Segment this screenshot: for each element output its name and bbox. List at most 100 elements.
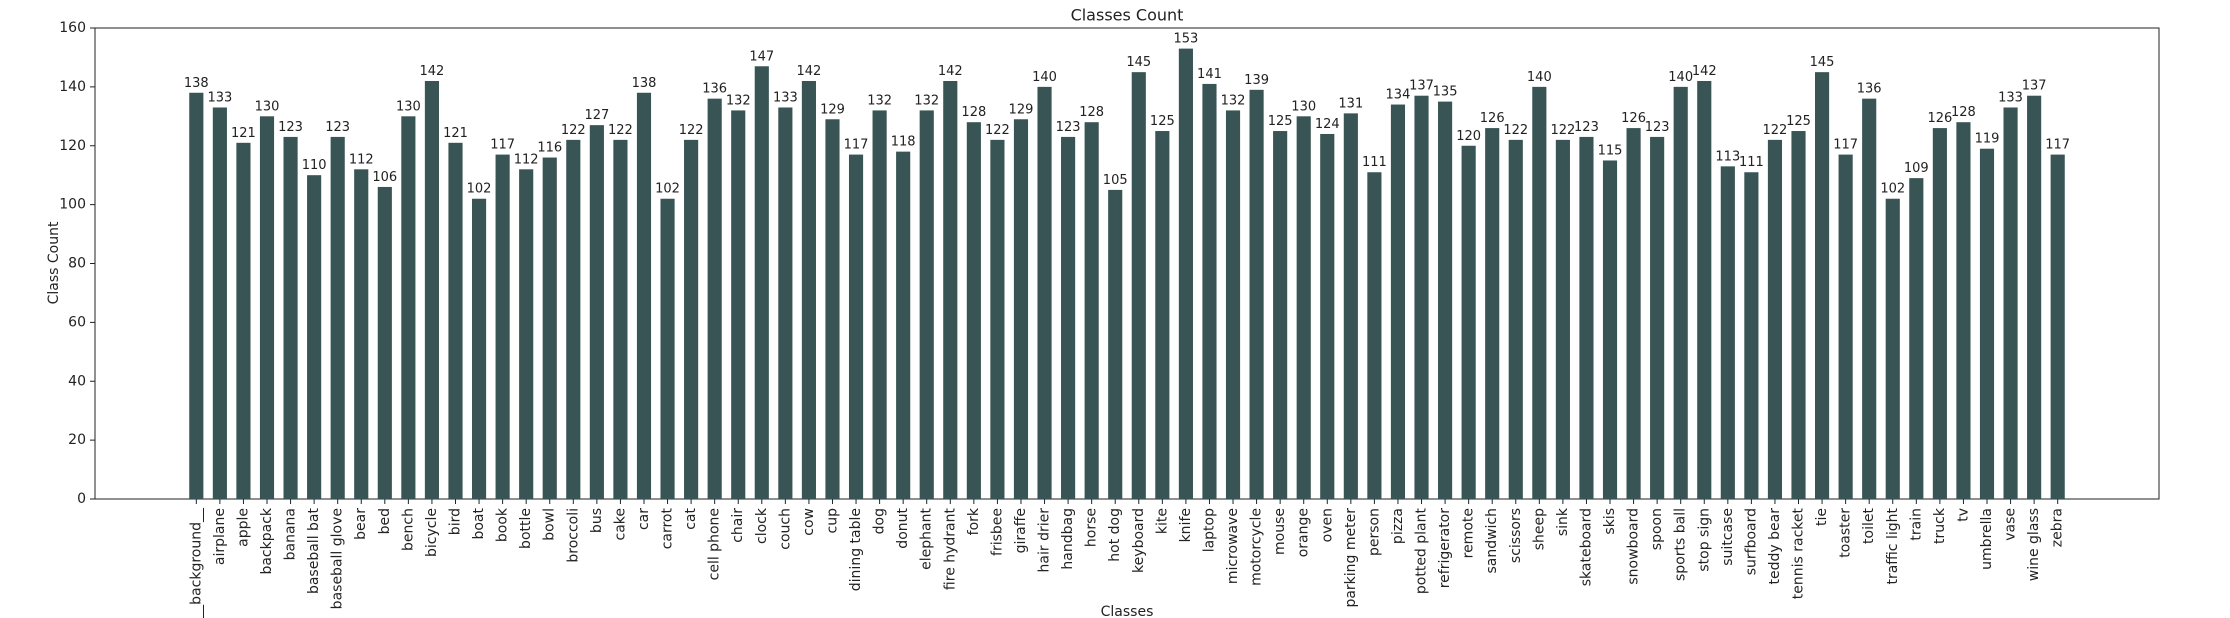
value-label: 122: [608, 123, 633, 138]
value-label: 137: [2022, 79, 2047, 94]
x-axis-label: Classes: [1101, 604, 1154, 618]
x-tick-label: teddy bear: [1767, 508, 1783, 585]
bar: [1414, 95, 1429, 500]
x-tick-label: stop sign: [1696, 508, 1712, 572]
value-label: 102: [655, 182, 680, 197]
x-tick-label: bench: [400, 508, 416, 551]
value-label: 122: [561, 123, 586, 138]
bar: [1979, 148, 1995, 499]
value-label: 131: [1338, 96, 1363, 111]
x-tick-label: wine glass: [2026, 508, 2042, 581]
bar: [731, 110, 746, 500]
x-tick-label: skis: [1602, 508, 1618, 535]
value-label: 117: [844, 138, 869, 153]
value-label: 126: [1927, 111, 1952, 126]
value-label: 123: [1645, 120, 1670, 135]
bar: [1461, 145, 1476, 499]
value-label: 132: [1221, 93, 1246, 108]
value-label: 112: [514, 152, 539, 167]
bar: [1508, 139, 1523, 500]
x-tick-label: tv: [1955, 508, 1971, 522]
x-tick-label: bowl: [542, 508, 558, 541]
value-label: 121: [231, 126, 256, 141]
x-tick-label: bottle: [518, 508, 534, 549]
x-tick-label: knife: [1178, 508, 1194, 542]
x-tick-label: fire hydrant: [942, 507, 958, 590]
x-tick-label: sandwich: [1484, 508, 1500, 574]
value-label: 122: [1550, 123, 1575, 138]
bar: [377, 186, 392, 499]
value-label: 139: [1244, 73, 1269, 88]
bar: [1720, 166, 1735, 499]
x-tick-label: scissors: [1508, 508, 1524, 563]
value-label: 111: [1362, 155, 1387, 170]
bar: [1084, 122, 1099, 499]
bar: [1013, 119, 1029, 499]
bar: [2003, 107, 2018, 499]
x-tick-label: broccoli: [565, 508, 581, 563]
bar: [259, 116, 275, 499]
value-label: 130: [396, 99, 421, 114]
bar: [1956, 122, 1971, 499]
x-tick-label: cake: [612, 508, 628, 541]
bar: [707, 98, 722, 500]
value-label: 112: [349, 152, 374, 167]
bar: [354, 169, 369, 500]
value-label: 133: [207, 90, 232, 105]
value-label: 102: [467, 182, 492, 197]
value-label: 145: [1810, 55, 1835, 70]
x-tick-label: orange: [1296, 508, 1312, 557]
x-tick-label: tennis racket: [1791, 507, 1807, 599]
value-label: 135: [1433, 85, 1458, 100]
value-label: 129: [820, 102, 845, 117]
value-label: 123: [1056, 120, 1081, 135]
value-label: 133: [773, 90, 798, 105]
value-label: 137: [1409, 79, 1434, 94]
value-label: 140: [1032, 70, 1057, 85]
value-label: 126: [1480, 111, 1505, 126]
value-label: 153: [1173, 32, 1198, 47]
x-tick-label: surfboard: [1743, 508, 1759, 575]
x-tick-label: frisbee: [989, 508, 1005, 556]
y-tick-label: 140: [59, 79, 86, 95]
x-tick-label: toilet: [1861, 507, 1877, 543]
value-label: 133: [1998, 90, 2023, 105]
bar: [566, 139, 581, 500]
bar: [943, 80, 958, 500]
value-label: 140: [1668, 70, 1693, 85]
bar: [1579, 136, 1594, 499]
x-tick-label: person: [1366, 508, 1382, 556]
value-label: 136: [1857, 82, 1882, 97]
y-tick-label: 100: [59, 197, 86, 213]
bar: [1532, 86, 1547, 499]
value-label: 132: [867, 93, 892, 108]
value-label: 123: [1574, 120, 1599, 135]
bar: [1155, 131, 1170, 499]
bar: [1650, 136, 1665, 499]
bar: [754, 66, 769, 500]
x-tick-label: remote: [1461, 508, 1477, 558]
value-label: 142: [420, 64, 445, 79]
x-tick-label: apple: [235, 508, 251, 547]
bar: [424, 80, 439, 500]
bar: [1815, 72, 1830, 499]
x-tick-label: snowboard: [1626, 508, 1642, 585]
bar: [2027, 95, 2042, 500]
bar: [1555, 139, 1570, 500]
x-tick-label: pizza: [1390, 508, 1406, 544]
value-label: 127: [584, 108, 609, 123]
bar: [1885, 198, 1900, 500]
bar: [1320, 133, 1335, 499]
value-label: 123: [325, 120, 350, 135]
bar: [307, 175, 322, 499]
x-tick-label: clock: [754, 507, 770, 544]
bar: [189, 92, 204, 499]
bar: [495, 154, 510, 500]
bar: [1862, 98, 1877, 500]
x-tick-label: laptop: [1201, 508, 1217, 552]
y-tick-label: 80: [68, 256, 86, 272]
bar: [1061, 136, 1076, 499]
x-tick-label: potted plant: [1414, 508, 1430, 595]
y-axis-label: Class Count: [46, 221, 62, 304]
